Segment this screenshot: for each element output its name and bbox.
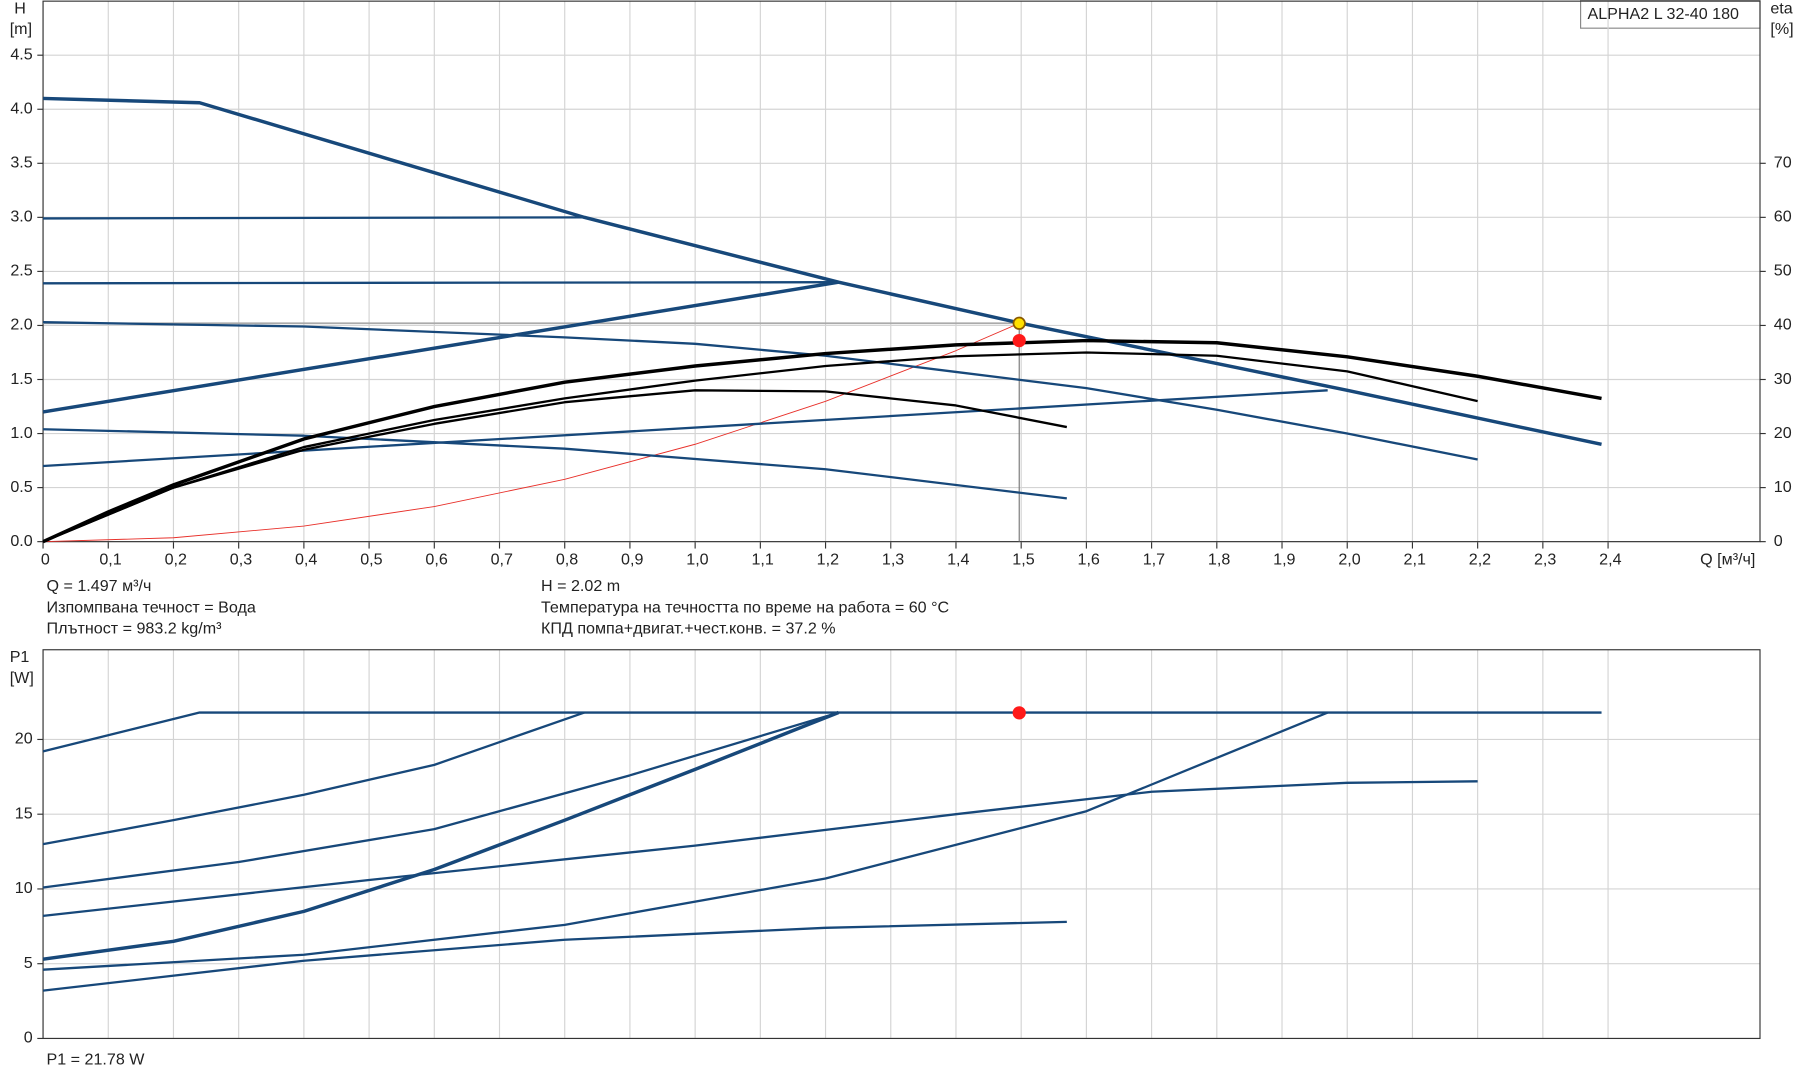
operating-point <box>1012 316 1026 330</box>
curve <box>43 321 1478 461</box>
y-tick-label: 3.0 <box>10 208 32 226</box>
y-axis-unit: [W] <box>10 669 34 687</box>
info-text: Q = 1.497 м³/ч <box>47 577 152 595</box>
x-tick-label: 0,5 <box>360 550 382 568</box>
title-box <box>1580 0 1761 29</box>
x-tick-label: 2,2 <box>1469 550 1491 568</box>
y2-tick-label: 70 <box>1774 154 1792 172</box>
y2-tick-label: 40 <box>1774 316 1792 334</box>
x-tick-label: 0,6 <box>425 550 447 568</box>
y2-axis-label: eta <box>1770 0 1792 17</box>
operating-point <box>1012 706 1026 720</box>
curve <box>42 711 839 889</box>
y-tick-label: 4.5 <box>10 45 32 63</box>
y-axis-label: H <box>14 0 26 17</box>
curve <box>42 920 1067 992</box>
curve <box>42 711 585 846</box>
curve <box>42 280 839 414</box>
x-tick-label: 2,3 <box>1534 550 1556 568</box>
y-tick-label: 0.5 <box>10 478 32 496</box>
x-tick-label: 0,1 <box>99 550 121 568</box>
curve <box>42 389 1328 468</box>
curve <box>43 428 1067 500</box>
x-tick-label: 2,0 <box>1338 550 1360 568</box>
y2-tick-label: 60 <box>1774 208 1792 226</box>
y2-tick-label: 0 <box>1774 532 1783 550</box>
curve <box>42 711 1329 971</box>
x-tick-label: 0,4 <box>295 550 317 568</box>
x-tick-label: 1,5 <box>1012 550 1034 568</box>
x-tick-label: 2,1 <box>1404 550 1426 568</box>
y-tick-label: 4.0 <box>10 100 32 118</box>
y-tick-label: 5 <box>24 954 33 972</box>
y2-axis-unit: [%] <box>1770 20 1793 38</box>
plot-frame <box>42 649 1761 1040</box>
curve <box>42 780 1478 918</box>
y-tick-label: 0.0 <box>10 532 32 550</box>
y-tick-label: 3.5 <box>10 154 32 172</box>
x-tick-label: 0,2 <box>165 550 187 568</box>
y2-tick-label: 30 <box>1774 370 1792 388</box>
x-axis-label: Q [м³/ч] <box>1700 550 1755 568</box>
x-tick-label: 0,7 <box>491 550 513 568</box>
y-tick-label: 0 <box>24 1029 33 1047</box>
curve <box>43 216 585 220</box>
x-tick-label: 0,3 <box>230 550 252 568</box>
y2-tick-label: 20 <box>1774 424 1792 442</box>
info-text: КПД помпа+двигат.+чест.конв. = 37.2 % <box>541 619 836 637</box>
operating-point <box>1012 333 1026 348</box>
curve <box>42 389 1068 543</box>
curve <box>42 351 1478 543</box>
y-tick-label: 15 <box>15 804 33 822</box>
y-tick-label: 20 <box>15 730 33 748</box>
curve <box>42 711 1602 753</box>
x-tick-label: 1,4 <box>947 550 969 568</box>
x-tick-label: 0 <box>41 550 50 568</box>
x-tick-label: 0,8 <box>556 550 578 568</box>
y-tick-label: 10 <box>15 879 33 897</box>
y-tick-label: 2.0 <box>10 316 32 334</box>
x-tick-label: 1,0 <box>686 550 708 568</box>
curve <box>42 710 840 961</box>
y-axis-label: P1 <box>10 648 30 666</box>
x-tick-label: 1,7 <box>1143 550 1165 568</box>
plot-frame <box>42 0 1761 543</box>
curve <box>43 96 1602 447</box>
x-tick-label: 1,6 <box>1078 550 1100 568</box>
x-tick-label: 1,2 <box>817 550 839 568</box>
x-tick-label: 1,9 <box>1273 550 1295 568</box>
curve <box>42 338 1602 544</box>
info-text: Изпомпвана течност = Вода <box>47 599 256 617</box>
x-tick-label: 0,9 <box>621 550 643 568</box>
y2-tick-label: 50 <box>1774 262 1792 280</box>
x-tick-label: 1,1 <box>751 550 773 568</box>
info-text: Плътност = 983.2 kg/m³ <box>47 619 223 637</box>
chart-title: ALPHA2 L 32-40 180 <box>1588 5 1740 23</box>
curve <box>43 281 839 285</box>
y-tick-label: 2.5 <box>10 262 32 280</box>
y-axis-unit: [m] <box>10 20 32 38</box>
info-text: Температура на течността по време на раб… <box>541 599 950 617</box>
x-tick-label: 1,3 <box>882 550 904 568</box>
y2-tick-label: 10 <box>1774 478 1792 496</box>
info-text: H = 2.02 m <box>541 577 620 595</box>
y-tick-label: 1.0 <box>10 424 32 442</box>
info-text: P1 = 21.78 W <box>47 1051 146 1069</box>
y-tick-label: 1.5 <box>10 370 32 388</box>
x-tick-label: 1,8 <box>1208 550 1230 568</box>
x-tick-label: 2,4 <box>1599 550 1621 568</box>
